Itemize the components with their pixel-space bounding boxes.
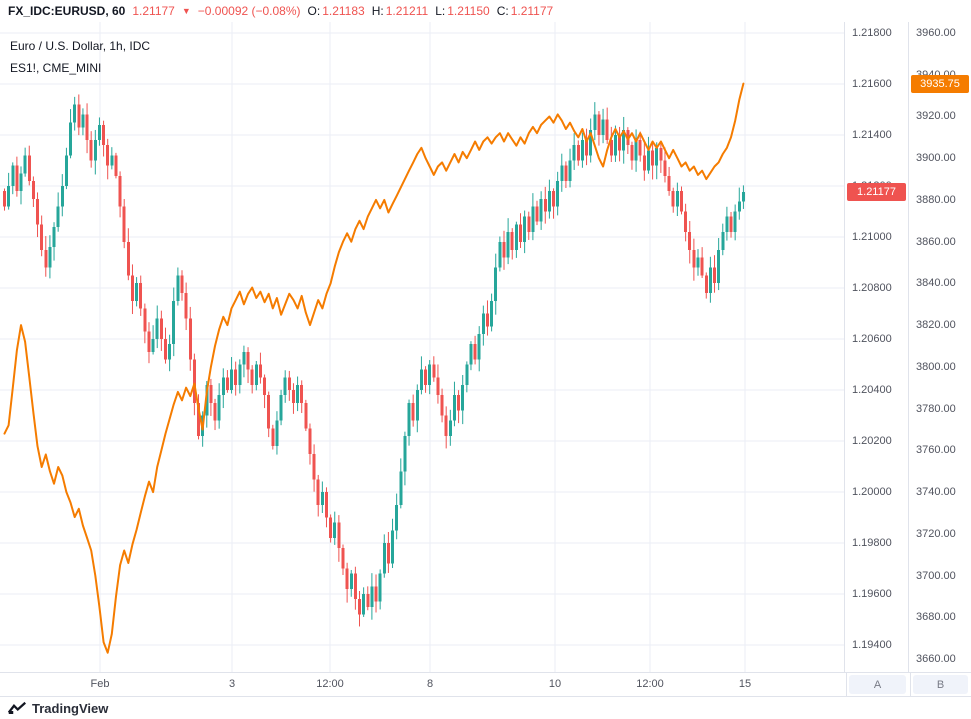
price-scale-eurusd[interactable]: 1.21177 1.218001.216001.214001.212001.21…	[846, 22, 909, 672]
axis-tick-label: 3780.00	[916, 402, 956, 415]
axis-tick-label: 1.20600	[852, 333, 892, 345]
time-tick-label: Feb	[90, 678, 110, 690]
last-price: 1.21177	[132, 4, 175, 18]
direction-down-icon: ▼	[181, 6, 191, 16]
axis-tick-label: 1.20800	[852, 282, 892, 294]
time-tick-label: 12:00	[636, 678, 664, 690]
time-tick-label: 12:00	[316, 678, 344, 690]
axis-tick-label: 3840.00	[916, 277, 956, 290]
axis-tick-label: 3700.00	[916, 569, 956, 582]
last-price-badge-es: 3935.75	[911, 74, 969, 93]
price-chart-canvas[interactable]	[0, 22, 845, 672]
ohlc-low: L: 1.21150	[435, 4, 490, 18]
open-label: O:	[307, 4, 321, 18]
close-value: 1.21177	[510, 4, 554, 18]
high-label: H:	[371, 4, 384, 18]
axis-tick-label: 3740.00	[916, 486, 956, 499]
axis-tick-label: 1.21000	[852, 231, 892, 243]
axis-tick-label: 3660.00	[916, 653, 956, 665]
time-tick-label: 15	[738, 678, 752, 690]
axis-tick-label: 1.19600	[852, 588, 892, 600]
symbol-info-bar: FX_IDC:EURUSD, 60 1.21177 ▼ −0.00092 (−0…	[0, 0, 971, 22]
axis-tick-label: 3820.00	[916, 319, 956, 332]
legend-main-series[interactable]: Euro / U.S. Dollar, 1h, IDC	[10, 39, 151, 53]
axis-tick-label: 1.21400	[852, 129, 892, 141]
axis-tick-label: 3760.00	[916, 444, 956, 457]
axis-tick-label: 3880.00	[916, 193, 956, 206]
axis-tick-label: 3920.00	[916, 110, 956, 123]
ohlc-close: C: 1.21177	[497, 4, 554, 18]
time-axis-labels[interactable]: Feb 3 12:00 8 10 12:00 15	[0, 673, 845, 697]
low-label: L:	[435, 4, 446, 18]
symbol-title[interactable]: FX_IDC:EURUSD, 60	[8, 4, 126, 18]
time-axis-separator	[910, 673, 911, 697]
chart-legend: Euro / U.S. Dollar, 1h, IDC ES1!, CME_MI…	[10, 35, 150, 79]
tradingview-logo-icon[interactable]	[8, 701, 26, 715]
axis-tick-label: 1.19800	[852, 537, 892, 549]
time-axis-separator	[846, 673, 847, 697]
ohlc-open: O: 1.21183	[308, 4, 365, 18]
open-value: 1.21183	[322, 4, 365, 18]
time-tick-label: 3	[228, 678, 236, 690]
axis-tick-label: 3960.00	[916, 27, 956, 39]
time-axis[interactable]: Feb 3 12:00 8 10 12:00 15 A B	[0, 672, 971, 697]
price-scale-es[interactable]: 3935.75 3960.003940.003920.003900.003880…	[910, 22, 971, 672]
high-value: 1.21211	[385, 4, 429, 18]
legend-compare-series[interactable]: ES1!, CME_MINI	[10, 61, 102, 75]
scale-mode-button-a[interactable]: A	[849, 675, 906, 694]
axis-tick-label: 3720.00	[916, 527, 956, 540]
axis-tick-label: 1.21800	[852, 27, 892, 39]
time-tick-label: 10	[548, 678, 562, 690]
axis-tick-label: 1.20400	[852, 384, 892, 396]
tradingview-brand-text[interactable]: TradingView	[32, 700, 109, 716]
time-tick-label: 8	[426, 678, 434, 690]
ohlc-high: H: 1.21211	[372, 4, 429, 18]
close-label: C:	[496, 4, 509, 18]
last-price-badge-eurusd: 1.21177	[847, 182, 906, 201]
price-change: −0.00092 (−0.08%)	[197, 4, 301, 18]
axis-tick-label: 3860.00	[916, 235, 956, 248]
low-value: 1.21150	[447, 4, 490, 18]
axis-tick-label: 1.19400	[852, 639, 892, 651]
axis-tick-label: 3680.00	[916, 611, 956, 624]
axis-tick-label: 1.21600	[852, 78, 892, 90]
axis-tick-label: 1.20000	[852, 486, 892, 498]
scale-mode-button-b[interactable]: B	[913, 675, 968, 694]
axis-tick-label: 3900.00	[916, 152, 956, 165]
footer-bar: TradingView	[0, 696, 971, 719]
axis-tick-label: 3800.00	[916, 360, 956, 373]
price-chart-plot[interactable]: Euro / U.S. Dollar, 1h, IDC ES1!, CME_MI…	[0, 22, 845, 672]
axis-tick-label: 1.20200	[852, 435, 892, 447]
chart-main-area: Euro / U.S. Dollar, 1h, IDC ES1!, CME_MI…	[0, 22, 971, 672]
